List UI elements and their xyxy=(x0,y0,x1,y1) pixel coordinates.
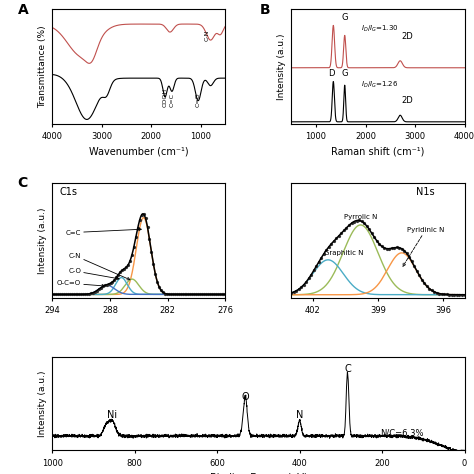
Text: $I_D/I_G$=1.26: $I_D/I_G$=1.26 xyxy=(361,80,398,90)
Y-axis label: Intensity (a.u.): Intensity (a.u.) xyxy=(37,370,46,437)
Text: O: O xyxy=(241,392,249,401)
Y-axis label: Intensity (a.u.): Intensity (a.u.) xyxy=(277,34,286,100)
Text: C-N: C-N xyxy=(69,253,130,280)
X-axis label: Wavenumber (cm⁻¹): Wavenumber (cm⁻¹) xyxy=(89,147,189,157)
Text: 2D: 2D xyxy=(401,96,413,105)
X-axis label: Binding Energy (eV): Binding Energy (eV) xyxy=(210,473,307,474)
X-axis label: Raman shift (cm⁻¹): Raman shift (cm⁻¹) xyxy=(331,147,425,157)
Text: C=C: C=C xyxy=(65,228,141,236)
Text: N/C=6.3%: N/C=6.3% xyxy=(380,429,423,438)
Text: Graphitic N: Graphitic N xyxy=(324,250,363,256)
Text: C-N: C-N xyxy=(205,29,210,41)
Text: N: N xyxy=(296,410,303,420)
Text: C: C xyxy=(344,364,351,374)
Text: O-C=O: O-C=O xyxy=(57,280,105,287)
Text: 2D: 2D xyxy=(401,32,413,41)
Text: C-O: C-O xyxy=(68,268,119,280)
Y-axis label: Intensity (a.u.): Intensity (a.u.) xyxy=(37,207,46,273)
Text: G: G xyxy=(341,13,348,22)
Text: B: B xyxy=(260,3,271,17)
Text: Ni: Ni xyxy=(107,410,117,420)
Text: C: C xyxy=(18,176,28,190)
Text: Pyrrolic N: Pyrrolic N xyxy=(344,214,377,220)
Text: $I_D/I_G$=1.30: $I_D/I_G$=1.30 xyxy=(361,24,398,34)
Text: D: D xyxy=(328,69,335,78)
Text: C=O: C=O xyxy=(196,92,201,107)
Text: C1s: C1s xyxy=(59,186,77,197)
Text: A: A xyxy=(18,3,28,17)
Text: C=C: C=C xyxy=(169,93,174,107)
Text: N1s: N1s xyxy=(416,186,435,197)
Text: G: G xyxy=(341,69,348,78)
Text: COOH: COOH xyxy=(163,88,167,107)
Text: Pyridinic N: Pyridinic N xyxy=(403,227,444,266)
Y-axis label: Transmittance (%): Transmittance (%) xyxy=(37,26,46,108)
